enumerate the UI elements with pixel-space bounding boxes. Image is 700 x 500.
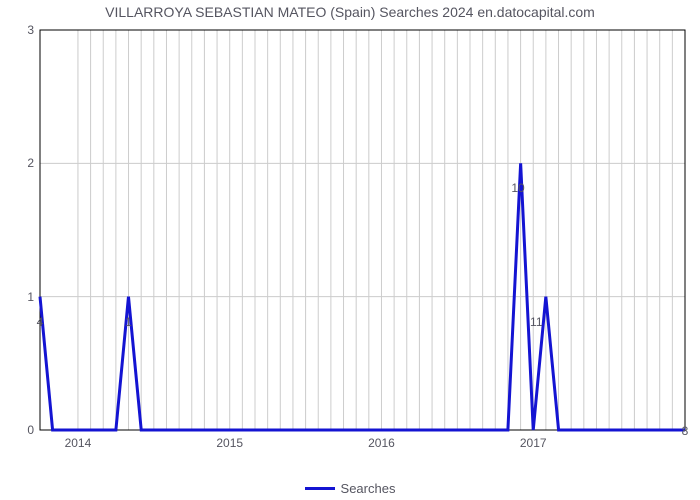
legend-label: Searches (341, 481, 396, 496)
legend: Searches (0, 477, 700, 496)
x-tick-label: 2015 (216, 436, 243, 450)
data-point-label: 8 (682, 424, 689, 438)
legend-item-searches: Searches (305, 481, 396, 496)
x-tick-label: 2017 (520, 436, 547, 450)
chart-title: VILLARROYA SEBASTIAN MATEO (Spain) Searc… (0, 4, 700, 20)
data-point-label: 11 (530, 315, 542, 329)
plot-svg (40, 30, 685, 430)
plot-area (40, 30, 685, 430)
y-tick-label: 0 (20, 423, 34, 437)
y-tick-label: 3 (20, 23, 34, 37)
x-tick-label: 2016 (368, 436, 395, 450)
data-point-label: 4 (37, 315, 44, 329)
y-tick-label: 1 (20, 290, 34, 304)
data-point-label: 1 (125, 315, 132, 329)
data-point-label: 10 (511, 181, 524, 195)
legend-swatch (305, 487, 335, 490)
y-tick-label: 2 (20, 156, 34, 170)
x-tick-label: 2014 (65, 436, 92, 450)
chart-container: VILLARROYA SEBASTIAN MATEO (Spain) Searc… (0, 0, 700, 500)
